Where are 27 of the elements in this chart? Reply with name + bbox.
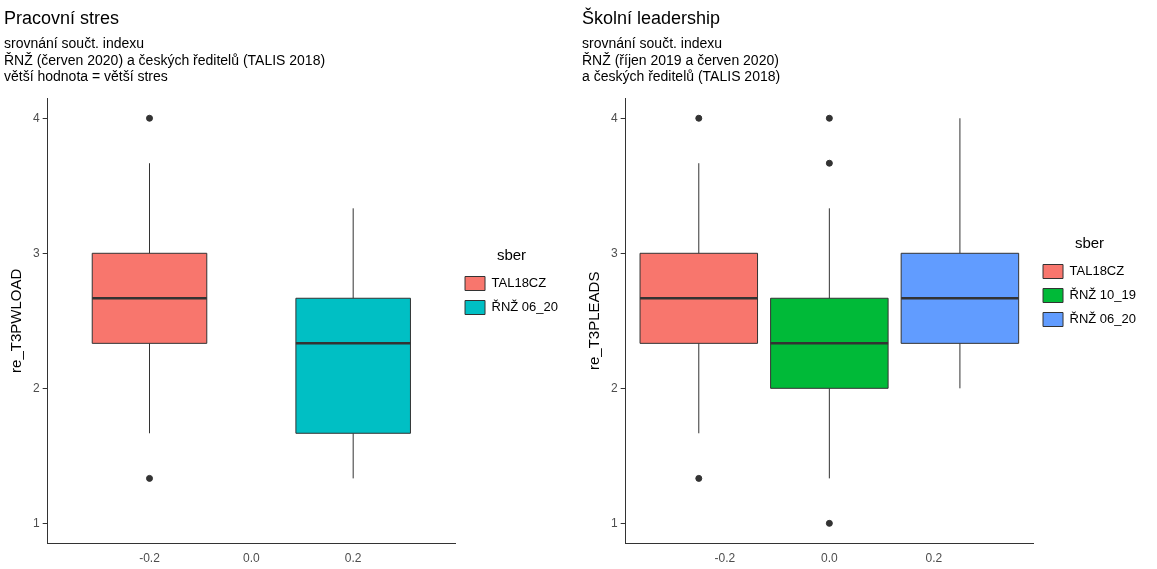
y-axis-title: re_T3PWLOAD xyxy=(7,268,25,373)
chart-title: Školní leadership xyxy=(582,6,721,28)
legend-title: sber xyxy=(1074,234,1105,252)
chart-subtitle: srovnání součt. indexu ŘNŽ (říjen 2019 a červen 2020) a českých ředitelů (TALIS 2018) xyxy=(582,34,781,85)
legend-title: sber xyxy=(496,246,527,264)
y-tick-label: 2 xyxy=(32,380,40,395)
y-tick-label: 3 xyxy=(610,245,618,260)
legend-label: TAL18CZ xyxy=(1069,263,1125,279)
x-tick-label: 0.0 xyxy=(243,551,261,566)
y-tick-label: 3 xyxy=(32,245,40,260)
y-tick-label: 4 xyxy=(610,110,618,125)
x-tick-label: 0.0 xyxy=(821,551,839,566)
y-tick-label: 4 xyxy=(32,110,40,125)
legend-label: ŘNŽ 10_19 xyxy=(1069,287,1137,303)
chart-subtitle: srovnání součt. indexu ŘNŽ (červen 2020) a českých ředitelů (TALIS 2018) větší hodnota = větší stres xyxy=(4,34,326,85)
legend-label: TAL18CZ xyxy=(491,275,547,291)
x-tick-label: 0.2 xyxy=(925,551,943,566)
legend-label: ŘNŽ 06_20 xyxy=(1069,311,1137,327)
x-tick-label: -0.2 xyxy=(714,551,736,566)
chart-title: Pracovní stres xyxy=(4,7,120,28)
y-axis-title: re_T3PLEADS xyxy=(585,271,603,370)
x-tick-label: 0.2 xyxy=(344,551,362,566)
y-tick-label: 1 xyxy=(32,515,40,530)
y-tick-label: 2 xyxy=(610,380,618,395)
y-tick-label: 1 xyxy=(610,515,618,530)
x-tick-label: -0.2 xyxy=(139,551,161,566)
legend-label: ŘNŽ 06_20 xyxy=(491,299,559,315)
